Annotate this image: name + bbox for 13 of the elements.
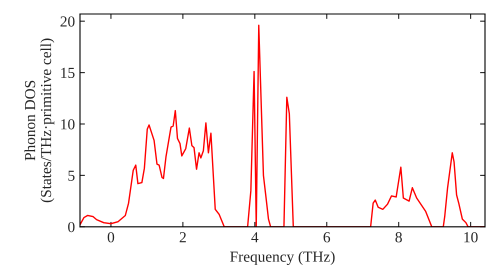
x-tick-label: 2: [180, 232, 186, 242]
y-tick-label: 20: [60, 16, 75, 27]
x-tick-label: 6: [324, 232, 330, 242]
y-tick-label: 0: [68, 222, 75, 232]
x-tick-label: 10: [464, 232, 478, 242]
x-tick-label: 8: [395, 232, 402, 242]
y-tick-label: 10: [61, 119, 75, 130]
y-axis-title: Phonon DOS (States/THz·primitive cell): [24, 38, 54, 202]
x-tick-label: 0: [108, 232, 114, 242]
y-tick-label: 15: [61, 68, 75, 78]
x-axis-title: Frequency (THz): [230, 251, 335, 265]
y-tick-label: 5: [68, 170, 75, 181]
x-tick-label: 4: [251, 232, 258, 242]
